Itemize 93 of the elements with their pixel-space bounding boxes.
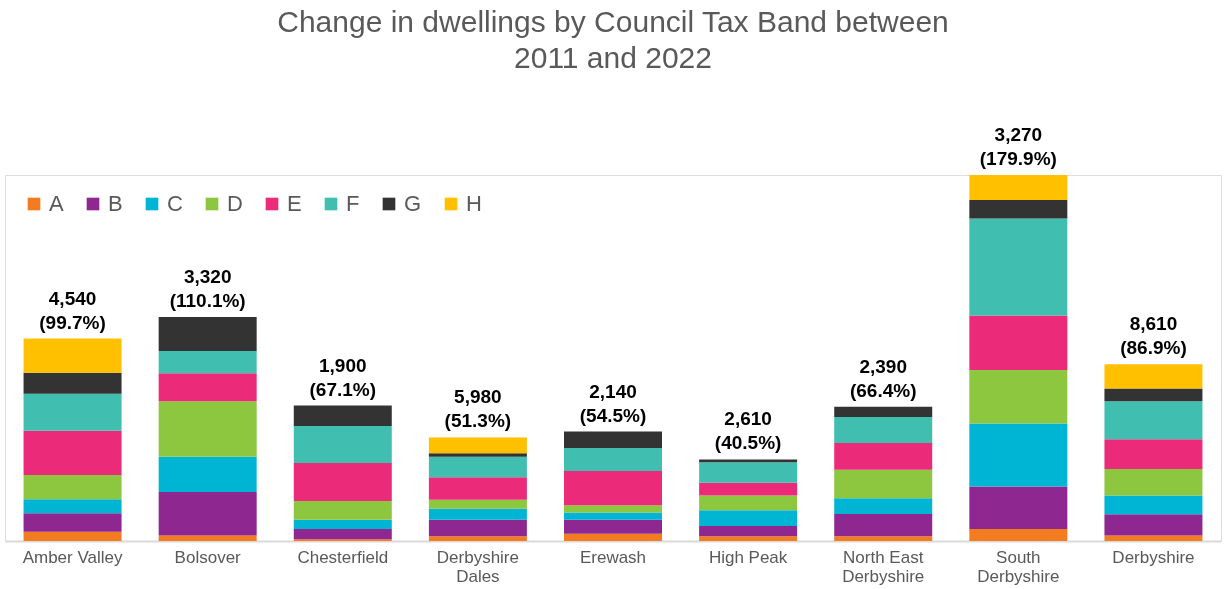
bar — [23, 393, 122, 431]
bar — [969, 528, 1068, 541]
bar — [699, 462, 798, 483]
bar — [1104, 439, 1203, 469]
bar — [1104, 468, 1203, 496]
x-tick-label: High Peak — [708, 547, 788, 567]
bar — [158, 373, 257, 402]
total-label: 4,540 (99.7%) — [39, 287, 106, 333]
total-label: 3,270 (179.9%) — [979, 124, 1057, 169]
bar — [428, 508, 527, 520]
bar — [699, 495, 798, 511]
bar — [699, 536, 798, 541]
bar — [969, 486, 1068, 529]
x-tick-label: North East Derbyshire — [842, 547, 925, 586]
bar — [293, 463, 392, 502]
legend-label: C — [167, 191, 183, 216]
x-tick-label: South Derbyshire — [977, 547, 1060, 586]
bar — [699, 510, 798, 526]
bar — [158, 491, 257, 536]
total-label: 5,980 (51.3%) — [444, 386, 512, 432]
bar — [428, 437, 527, 454]
total-label: 1,900 (67.1%) — [309, 354, 377, 400]
legend-label: G — [404, 191, 422, 216]
legend-label: E — [287, 191, 302, 216]
bar — [428, 477, 527, 500]
x-tick-label: Chesterfield — [297, 547, 389, 567]
total-label: 3,320 (110.1%) — [169, 266, 246, 312]
total-label: 2,610 (40.5%) — [714, 408, 782, 454]
bar — [564, 471, 662, 506]
bar — [23, 372, 122, 394]
bar — [834, 513, 933, 537]
bar — [23, 531, 122, 541]
x-tick-label: Derbyshire Dales — [436, 547, 519, 586]
legend-label: D — [227, 191, 243, 216]
legend-label: F — [346, 191, 360, 216]
bar — [699, 482, 798, 496]
bar — [158, 535, 257, 541]
bar — [834, 498, 933, 514]
legend-label: H — [466, 191, 482, 216]
bar — [23, 430, 122, 476]
bar — [969, 315, 1068, 371]
total-label: 2,140 (54.5%) — [579, 380, 647, 426]
x-tick-label: Erewash — [579, 547, 647, 567]
bar — [293, 426, 392, 464]
bar — [23, 499, 122, 514]
bar — [293, 501, 392, 520]
legend-label: B — [108, 191, 123, 216]
bar — [158, 401, 257, 457]
bar — [969, 370, 1068, 424]
bar — [428, 499, 527, 509]
bar — [158, 317, 257, 352]
bar — [23, 475, 122, 500]
bar — [1104, 401, 1203, 440]
total-label: 2,390 (66.4%) — [849, 355, 917, 401]
bar — [293, 528, 392, 540]
x-tick-label: Bolsover — [174, 547, 242, 567]
bar — [158, 456, 257, 492]
bar — [1104, 364, 1203, 389]
bar — [428, 456, 527, 478]
total-label: 8,610 (86.9%) — [1120, 313, 1187, 359]
bar — [969, 175, 1068, 200]
bar — [834, 536, 933, 541]
chart-title: Change in dwellings by Council Tax Band between 2011 and 2022 — [277, 5, 949, 74]
bar — [1104, 535, 1203, 541]
bar — [834, 469, 933, 499]
bar — [564, 448, 662, 472]
bar — [834, 406, 933, 417]
x-tick-label: Amber Valley — [22, 547, 123, 567]
bar — [23, 338, 122, 373]
bar — [834, 442, 933, 470]
bar — [293, 405, 392, 427]
bar — [564, 519, 662, 534]
bar — [428, 519, 527, 537]
bar — [1104, 495, 1203, 515]
x-tick-label: Derbyshire — [1112, 547, 1195, 567]
bar — [293, 519, 392, 529]
bar — [699, 459, 798, 463]
bar — [23, 513, 122, 532]
bar — [969, 199, 1068, 219]
bar — [564, 505, 662, 513]
bar — [428, 536, 527, 541]
bar — [428, 453, 527, 457]
bar — [969, 218, 1068, 316]
bar — [699, 525, 798, 537]
bar — [564, 512, 662, 520]
bar — [1104, 514, 1203, 536]
bar — [969, 423, 1068, 487]
bar — [564, 431, 662, 449]
bar — [834, 416, 933, 443]
bar — [1104, 388, 1203, 402]
bar — [158, 351, 257, 374]
bar — [564, 533, 662, 541]
legend-label: A — [49, 191, 64, 216]
